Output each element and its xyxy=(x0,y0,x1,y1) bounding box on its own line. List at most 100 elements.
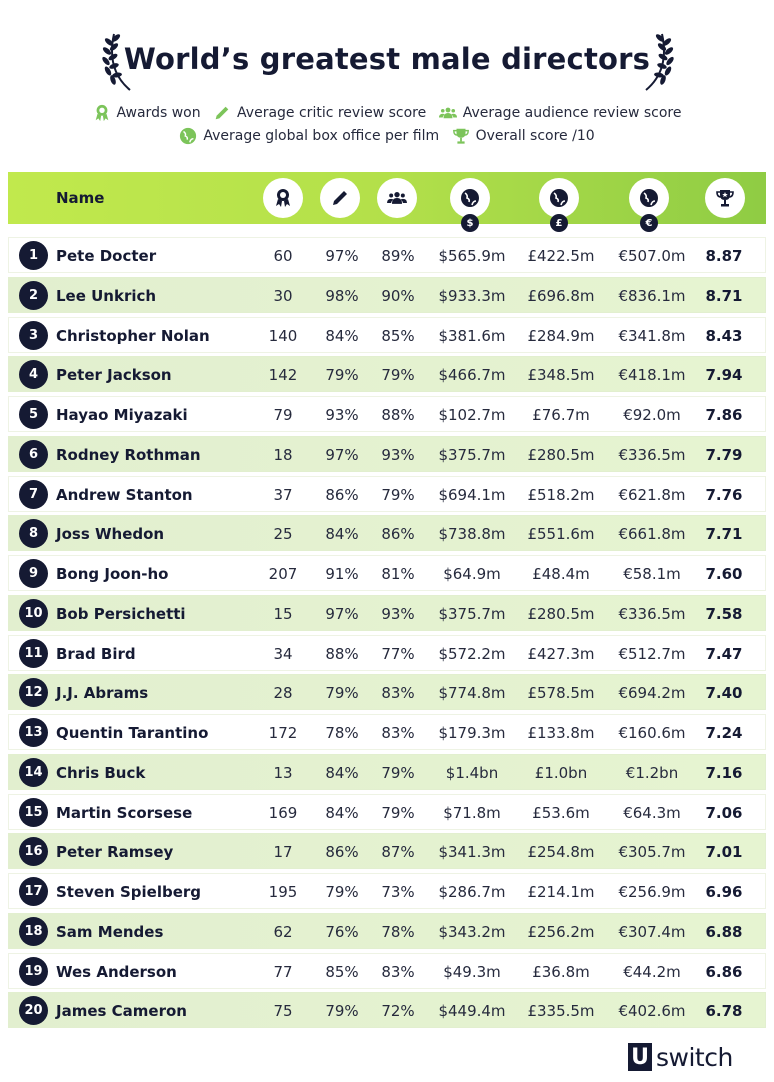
boxoffice-eur: €341.8m xyxy=(618,326,686,345)
column-header-boxoffice-gbp xyxy=(539,178,579,218)
rank-badge: 11 xyxy=(19,638,48,668)
overall-score: 7.24 xyxy=(705,724,743,742)
boxoffice-eur: €64.3m xyxy=(623,803,681,822)
rank-badge: 17 xyxy=(19,877,48,906)
overall-score: 8.87 xyxy=(705,247,743,265)
awards-value: 75 xyxy=(273,1002,293,1021)
boxoffice-gbp: £76.7m xyxy=(532,406,590,424)
column-header-critic xyxy=(320,178,360,218)
overall-score: 7.58 xyxy=(705,604,743,623)
rank-badge: 13 xyxy=(19,718,48,747)
column-header-awards xyxy=(263,178,303,218)
awards-value: 18 xyxy=(273,445,293,464)
awards-value: 79 xyxy=(273,406,293,424)
boxoffice-usd: $694.1m xyxy=(438,485,506,504)
title-area: World’s greatest male directors xyxy=(0,28,774,98)
boxoffice-usd: $933.3m xyxy=(438,286,506,305)
table-row: 18 Sam Mendes 62 78% 76% $343.2m £256.2m €307.4… xyxy=(8,912,766,949)
boxoffice-usd: $179.3m xyxy=(438,724,506,742)
overall-score: 7.86 xyxy=(705,406,743,424)
critic-score: 79% xyxy=(325,366,359,385)
column-header-boxoffice-eur xyxy=(629,178,669,218)
column-header-boxoffice-usd xyxy=(450,178,490,218)
awards-value: 142 xyxy=(268,366,298,385)
director-name: Wes Anderson xyxy=(56,962,177,981)
overall-score: 7.16 xyxy=(705,763,743,782)
director-name: Hayao Miyazaki xyxy=(56,406,188,424)
director-name: Rodney Rothman xyxy=(56,445,201,464)
director-name: Bong Joon-ho xyxy=(56,565,169,583)
critic-score: 79% xyxy=(325,1002,359,1021)
boxoffice-gbp: £36.8m xyxy=(532,962,590,981)
audience-score: 72% xyxy=(381,1002,415,1021)
awards-value: 30 xyxy=(273,286,293,305)
legend-awards: Awards won xyxy=(93,104,201,122)
logo-word: switch xyxy=(656,1042,733,1072)
boxoffice-gbp: £280.5m xyxy=(527,604,595,623)
legend-audience-label: Average audience review score xyxy=(462,105,682,121)
awards-value: 34 xyxy=(273,644,293,663)
critic-score: 97% xyxy=(325,247,359,265)
awards-value: 77 xyxy=(273,962,293,981)
legend-row-2: Average global box office per film Overa… xyxy=(0,127,774,149)
page-title: World’s greatest male directors xyxy=(123,42,651,76)
audience-score: 79% xyxy=(381,763,415,782)
boxoffice-eur: €160.6m xyxy=(618,724,686,742)
table-row: 2 Lee Unkrich 30 90% 98% $933.3m £696.8m €836.1… xyxy=(8,276,766,313)
boxoffice-usd: $1.4bn xyxy=(445,763,499,782)
director-name: Peter Jackson xyxy=(56,366,172,385)
pencil-icon xyxy=(215,106,229,120)
audience-score: 83% xyxy=(381,684,415,703)
overall-score: 7.06 xyxy=(705,803,743,822)
critic-score: 78% xyxy=(325,724,359,742)
table-row: 20 James Cameron 75 72% 79% $449.4m £335.5m €40… xyxy=(8,992,766,1029)
table-row: 19 Wes Anderson 77 83% 85% $49.3m £36.8m €44.2m… xyxy=(8,952,766,989)
awards-value: 195 xyxy=(268,883,298,901)
audience-score: 90% xyxy=(381,286,415,305)
awards-value: 60 xyxy=(273,247,293,265)
director-name: Quentin Tarantino xyxy=(56,724,209,742)
boxoffice-usd: $572.2m xyxy=(438,644,506,663)
boxoffice-eur: €256.9m xyxy=(618,883,686,901)
awards-value: 37 xyxy=(273,485,293,504)
boxoffice-eur: €512.7m xyxy=(618,644,686,663)
globe-icon xyxy=(180,127,197,145)
boxoffice-usd: $49.3m xyxy=(443,962,501,981)
table-row: 15 Martin Scorsese 169 79% 84% $71.8m £53.6m €6… xyxy=(8,793,766,830)
overall-score: 6.96 xyxy=(705,883,743,901)
boxoffice-eur: €336.5m xyxy=(618,604,686,623)
users-group-icon xyxy=(438,107,457,119)
rank-badge: 18 xyxy=(19,916,48,946)
boxoffice-gbp: £696.8m xyxy=(527,286,595,305)
boxoffice-gbp: £284.9m xyxy=(527,326,595,345)
overall-score: 6.88 xyxy=(705,922,743,941)
audience-score: 79% xyxy=(381,366,415,385)
boxoffice-eur: €307.4m xyxy=(618,922,686,941)
boxoffice-eur: €44.2m xyxy=(623,962,681,981)
boxoffice-gbp: £1.0bn xyxy=(534,763,588,782)
audience-score: 93% xyxy=(381,604,415,623)
boxoffice-eur: €507.0m xyxy=(618,247,686,265)
award-ribbon-icon xyxy=(276,189,290,207)
overall-score: 7.40 xyxy=(705,684,743,703)
column-header-name: Name xyxy=(56,189,105,207)
critic-score: 91% xyxy=(325,565,359,583)
awards-value: 13 xyxy=(273,763,293,782)
boxoffice-gbp: £427.3m xyxy=(527,644,595,663)
audience-score: 79% xyxy=(381,803,415,822)
critic-score: 86% xyxy=(325,843,359,862)
table-row: 13 Quentin Tarantino 172 83% 78% $179.3m £133.… xyxy=(8,714,766,750)
table-row: 12 J.J. Abrams 28 83% 79% $774.8m £578.5m €694.… xyxy=(8,674,766,711)
legend-overall-label: Overall score /10 xyxy=(475,128,595,144)
boxoffice-eur: €58.1m xyxy=(623,565,681,583)
table-row: 4 Peter Jackson 142 79% 79% $466.7m £348.5m €41… xyxy=(8,356,766,393)
critic-score: 84% xyxy=(325,803,359,822)
rank-badge: 10 xyxy=(19,598,48,628)
laurel-left-icon xyxy=(102,33,131,91)
overall-score: 8.43 xyxy=(705,326,743,345)
boxoffice-gbp: £53.6m xyxy=(532,803,590,822)
boxoffice-usd: $565.9m xyxy=(438,247,506,265)
audience-score: 86% xyxy=(381,525,415,544)
legend-critic-label: Average critic review score xyxy=(237,105,427,121)
rank-badge: 16 xyxy=(19,837,48,867)
